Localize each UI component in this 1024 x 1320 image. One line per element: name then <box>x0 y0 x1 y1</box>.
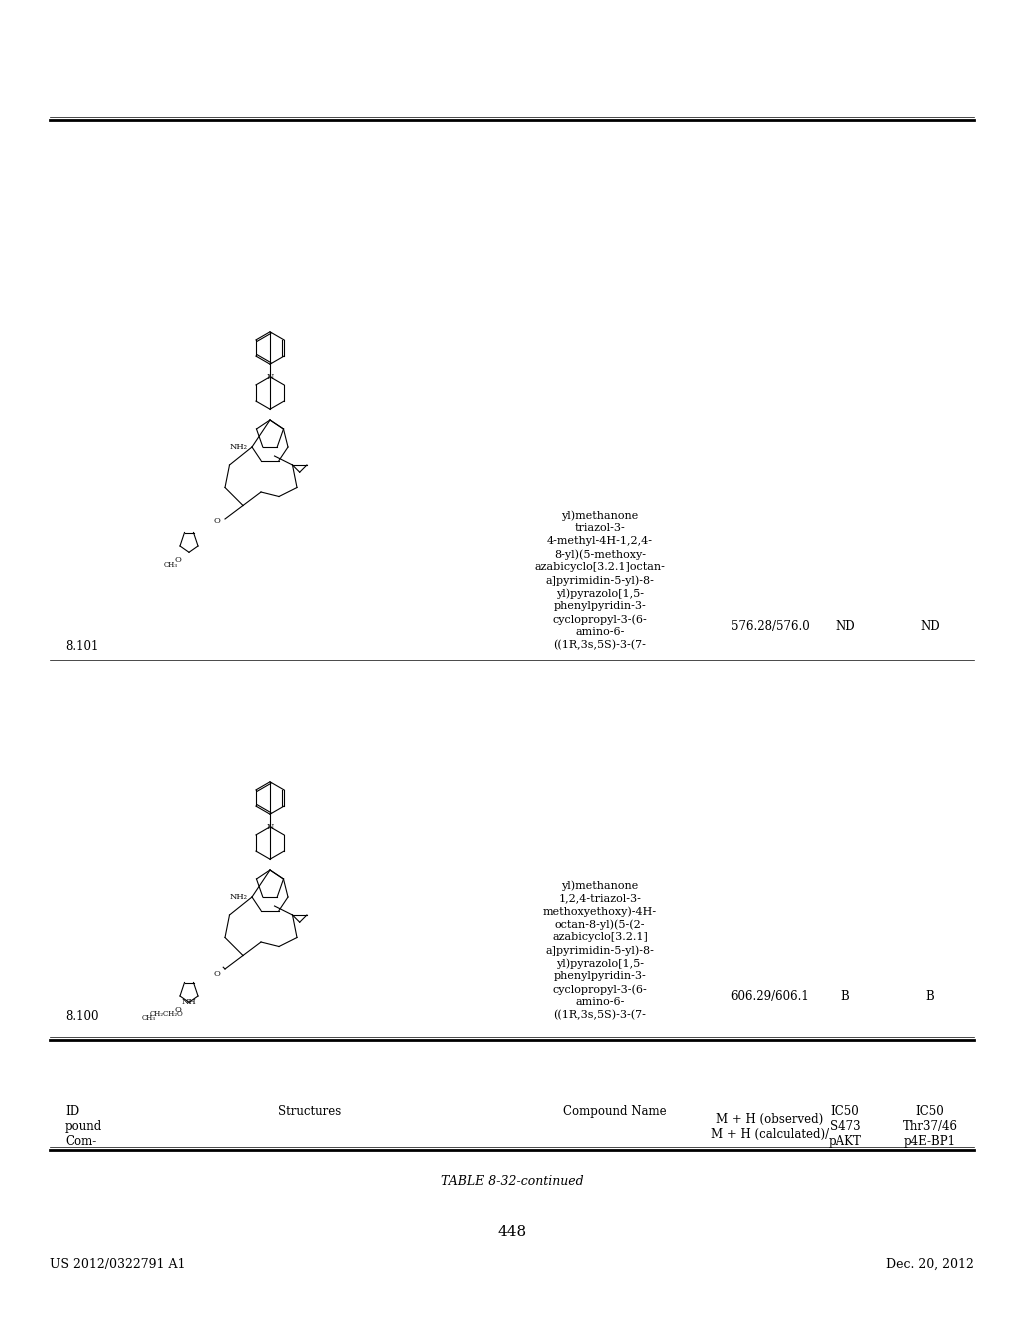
Text: IC50: IC50 <box>915 1105 944 1118</box>
Text: azabicyclo[3.2.1]: azabicyclo[3.2.1] <box>552 932 648 942</box>
Text: CH₃: CH₃ <box>141 1015 156 1023</box>
Text: Com-: Com- <box>65 1135 96 1148</box>
Text: yl)methanone: yl)methanone <box>561 510 639 520</box>
Text: TABLE 8-32-continued: TABLE 8-32-continued <box>440 1175 584 1188</box>
Text: 606.29/606.1: 606.29/606.1 <box>731 990 809 1003</box>
Text: yl)pyrazolo[1,5-: yl)pyrazolo[1,5- <box>556 958 644 969</box>
Text: ND: ND <box>836 620 855 634</box>
Text: amino-6-: amino-6- <box>575 997 625 1007</box>
Text: CH₃: CH₃ <box>164 561 178 569</box>
Text: IC50: IC50 <box>830 1105 859 1118</box>
Text: cyclopropyl-3-(6-: cyclopropyl-3-(6- <box>553 983 647 994</box>
Text: 8.100: 8.100 <box>65 1010 98 1023</box>
Text: triazol-3-: triazol-3- <box>574 523 626 533</box>
Text: US 2012/0322791 A1: US 2012/0322791 A1 <box>50 1258 185 1271</box>
Text: B: B <box>926 990 934 1003</box>
Text: S473: S473 <box>829 1119 860 1133</box>
Text: Compound Name: Compound Name <box>563 1105 667 1118</box>
Text: amino-6-: amino-6- <box>575 627 625 638</box>
Text: N: N <box>266 372 273 380</box>
Text: O: O <box>175 556 181 564</box>
Text: B: B <box>841 990 849 1003</box>
Text: Dec. 20, 2012: Dec. 20, 2012 <box>886 1258 974 1271</box>
Text: pAKT: pAKT <box>828 1135 861 1148</box>
Text: ND: ND <box>921 620 940 634</box>
Text: yl)pyrazolo[1,5-: yl)pyrazolo[1,5- <box>556 587 644 598</box>
Text: Structures: Structures <box>279 1105 342 1118</box>
Text: NH: NH <box>181 998 197 1006</box>
Text: N: N <box>266 822 273 830</box>
Text: ((1R,3s,5S)-3-(7-: ((1R,3s,5S)-3-(7- <box>554 640 646 651</box>
Text: p4E-BP1: p4E-BP1 <box>904 1135 956 1148</box>
Text: 576.28/576.0: 576.28/576.0 <box>731 620 809 634</box>
Text: yl)methanone: yl)methanone <box>561 880 639 891</box>
Text: a]pyrimidin-5-yl)-8-: a]pyrimidin-5-yl)-8- <box>546 576 654 586</box>
Text: 1,2,4-triazol-3-: 1,2,4-triazol-3- <box>558 894 641 903</box>
Text: 4-methyl-4H-1,2,4-: 4-methyl-4H-1,2,4- <box>547 536 653 546</box>
Text: M + H (calculated)/: M + H (calculated)/ <box>711 1129 829 1140</box>
Text: CH₂CH₂O: CH₂CH₂O <box>150 1010 183 1018</box>
Text: cyclopropyl-3-(6-: cyclopropyl-3-(6- <box>553 614 647 624</box>
Text: azabicyclo[3.2.1]octan-: azabicyclo[3.2.1]octan- <box>535 562 666 572</box>
Text: methoxyethoxy)-4H-: methoxyethoxy)-4H- <box>543 906 657 916</box>
Text: phenylpyridin-3-: phenylpyridin-3- <box>554 601 646 611</box>
Text: O: O <box>214 969 220 978</box>
Text: 448: 448 <box>498 1225 526 1239</box>
Text: NH₂: NH₂ <box>229 894 248 902</box>
Text: 8.101: 8.101 <box>65 640 98 653</box>
Text: octan-8-yl)(5-(2-: octan-8-yl)(5-(2- <box>555 919 645 929</box>
Text: pound: pound <box>65 1119 102 1133</box>
Text: NH₂: NH₂ <box>229 444 248 451</box>
Text: a]pyrimidin-5-yl)-8-: a]pyrimidin-5-yl)-8- <box>546 945 654 956</box>
Text: Thr37/46: Thr37/46 <box>902 1119 957 1133</box>
Text: O: O <box>175 1006 181 1014</box>
Text: 8-yl)(5-methoxy-: 8-yl)(5-methoxy- <box>554 549 646 560</box>
Text: ID: ID <box>65 1105 79 1118</box>
Text: M + H (observed): M + H (observed) <box>717 1113 823 1126</box>
Text: phenylpyridin-3-: phenylpyridin-3- <box>554 972 646 981</box>
Text: O: O <box>214 517 220 525</box>
Text: ((1R,3s,5S)-3-(7-: ((1R,3s,5S)-3-(7- <box>554 1010 646 1020</box>
